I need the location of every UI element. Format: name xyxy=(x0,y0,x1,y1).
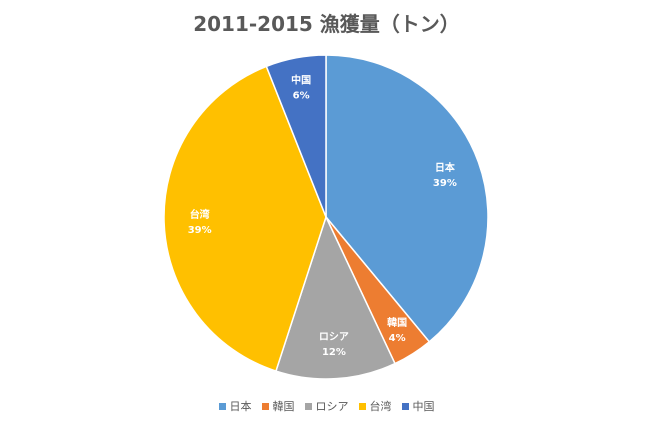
slice-label-percent-4: 39% xyxy=(188,225,212,236)
pie-slice-4 xyxy=(163,65,327,373)
slice-label-percent-1: 39% xyxy=(433,178,457,189)
legend: 日本 韓国 ロシア 台湾 中国 xyxy=(0,398,653,414)
slice-label-category-4: 台湾 xyxy=(190,208,210,221)
legend-label-1: 日本 xyxy=(229,400,252,413)
chart-title: 2011-2015 漁獲量（トン） xyxy=(193,12,460,36)
legend-label-4: 台湾 xyxy=(369,400,392,413)
legend-swatch-3 xyxy=(304,402,312,410)
slice-label-percent-2: 4% xyxy=(389,333,406,344)
legend-label-5: 中国 xyxy=(412,400,435,413)
legend-label-3: ロシア xyxy=(315,400,349,413)
pie-slice-1 xyxy=(325,54,489,343)
legend-label-2: 韓国 xyxy=(272,400,295,413)
slice-label-category-5: 中国 xyxy=(291,74,311,87)
legend-swatch-1 xyxy=(218,402,226,410)
legend-swatch-4 xyxy=(358,402,366,410)
pie-slice-5 xyxy=(265,54,327,218)
pie-slice-3 xyxy=(274,214,396,380)
legend-entry-5: 中国 xyxy=(401,398,435,414)
slice-label-category-3: ロシア xyxy=(319,331,349,343)
legend-entry-3: ロシア xyxy=(304,398,349,414)
legend-entry-1: 日本 xyxy=(218,398,252,414)
slice-label-percent-5: 6% xyxy=(293,91,310,102)
slice-label-percent-3: 12% xyxy=(322,347,346,358)
slice-label-category-2: 韓国 xyxy=(387,316,407,329)
legend-entry-4: 台湾 xyxy=(358,398,392,414)
legend-swatch-5 xyxy=(401,402,409,410)
slice-label-category-1: 日本 xyxy=(435,161,456,174)
legend-swatch-2 xyxy=(261,402,269,410)
legend-entry-2: 韓国 xyxy=(261,398,295,414)
